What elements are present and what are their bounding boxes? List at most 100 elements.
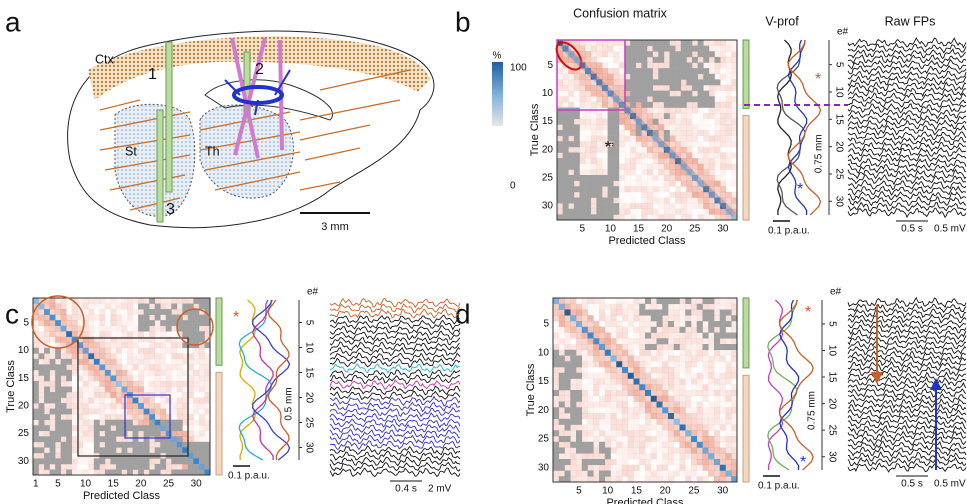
matrix-cell (647, 113, 653, 120)
matrix-cell (696, 338, 703, 345)
matrix-cell (553, 418, 560, 425)
matrix-cell (639, 471, 645, 477)
matrix-cell (692, 135, 698, 142)
matrix-cell (692, 68, 698, 75)
matrix-cell (616, 430, 623, 437)
matrix-cell (71, 419, 78, 426)
matrix-cell (680, 40, 687, 46)
matrix-cell (731, 152, 738, 159)
trace (847, 37, 967, 49)
matrix-cell (703, 62, 710, 69)
matrix-cell (138, 441, 144, 448)
matrix-cell (105, 409, 111, 415)
matrix-cell (616, 326, 623, 333)
matrix-cell (193, 309, 200, 315)
trace (847, 329, 967, 340)
matrix-cell (127, 326, 133, 332)
matrix-cell (635, 141, 642, 148)
matrix-cell (719, 349, 726, 356)
matrix-cell (77, 403, 84, 409)
matrix-cell (720, 175, 727, 181)
matrix-cell (187, 408, 194, 415)
matrix-cell (602, 79, 608, 86)
matrix-cell (686, 118, 693, 125)
matrix-cell (581, 355, 588, 362)
matrix-cell (703, 175, 710, 181)
matrix-cell (715, 169, 721, 175)
matrix-cell (94, 414, 100, 420)
matrix-cell (568, 214, 575, 221)
trace (329, 401, 461, 413)
matrix-cell (679, 332, 686, 339)
matrix-cell (719, 418, 726, 425)
matrix-cell (731, 180, 738, 187)
matrix-cell (669, 68, 676, 75)
matrix-cell (668, 441, 675, 448)
matrix-cell (673, 361, 680, 368)
matrix-cell (570, 430, 577, 437)
matrix-cell (613, 208, 620, 215)
matrix-cell (686, 203, 693, 210)
matrix-cell (731, 51, 738, 58)
colorbar-unit: % (493, 51, 502, 62)
matrix-cell (60, 347, 67, 354)
matrix-cell (618, 146, 625, 153)
trace (847, 65, 967, 75)
matrix-cell (564, 378, 571, 385)
matrix-cell (641, 175, 647, 181)
matrix-cell (160, 414, 167, 420)
matrix-cell (127, 314, 133, 321)
matrix-cell (198, 314, 205, 321)
trace (329, 325, 461, 336)
matrix-cell (193, 408, 200, 415)
matrix-cell (686, 197, 693, 204)
x-tick-label: 25 (688, 486, 700, 497)
matrix-cell (115, 447, 122, 454)
matrix-cell (55, 419, 61, 426)
matrix-cell (619, 181, 625, 187)
matrix-cell (599, 441, 606, 448)
matrix-cell (685, 332, 692, 339)
matrix-cell (66, 375, 73, 382)
matrix-cell (675, 203, 681, 209)
matrix-cell (731, 56, 738, 63)
matrix-cell (662, 315, 669, 322)
matrix-cell (33, 452, 39, 459)
trace (847, 409, 967, 419)
matrix-cell (187, 386, 194, 393)
matrix-cell (176, 447, 183, 454)
matrix-cell (714, 424, 721, 431)
matrix-cell (193, 375, 200, 382)
matrix-cell (630, 113, 637, 120)
matrix-cell (49, 303, 56, 310)
matrix-cell (656, 401, 663, 408)
matrix-cell (593, 418, 600, 425)
matrix-cell (627, 303, 634, 310)
matrix-cell (673, 372, 680, 379)
matrix-cell (557, 96, 563, 103)
matrix-cell (656, 476, 663, 483)
matrix-cell (596, 90, 603, 97)
matrix-cell (692, 90, 698, 97)
matrix-cell (99, 469, 106, 476)
matrix-cell (154, 364, 161, 371)
matrix-cell (604, 459, 611, 466)
matrix-cell (627, 424, 634, 431)
matrix-cell (165, 303, 172, 310)
matrix-cell (627, 436, 634, 443)
matrix-cell (160, 397, 167, 404)
matrix-cell (658, 175, 665, 181)
matrix-cell (725, 62, 732, 69)
matrix-cell (564, 407, 571, 414)
matrix-cell (33, 441, 39, 448)
matrix-cell (685, 361, 692, 368)
matrix-cell (630, 118, 637, 125)
matrix-cell (176, 364, 183, 371)
matrix-cell (641, 146, 648, 153)
matrix-cell (110, 358, 117, 365)
matrix-cell (182, 336, 189, 343)
matrix-cell (726, 51, 732, 57)
matrix-cell (171, 347, 178, 354)
matrix-cell (44, 441, 50, 448)
matrix-cell (590, 214, 597, 221)
